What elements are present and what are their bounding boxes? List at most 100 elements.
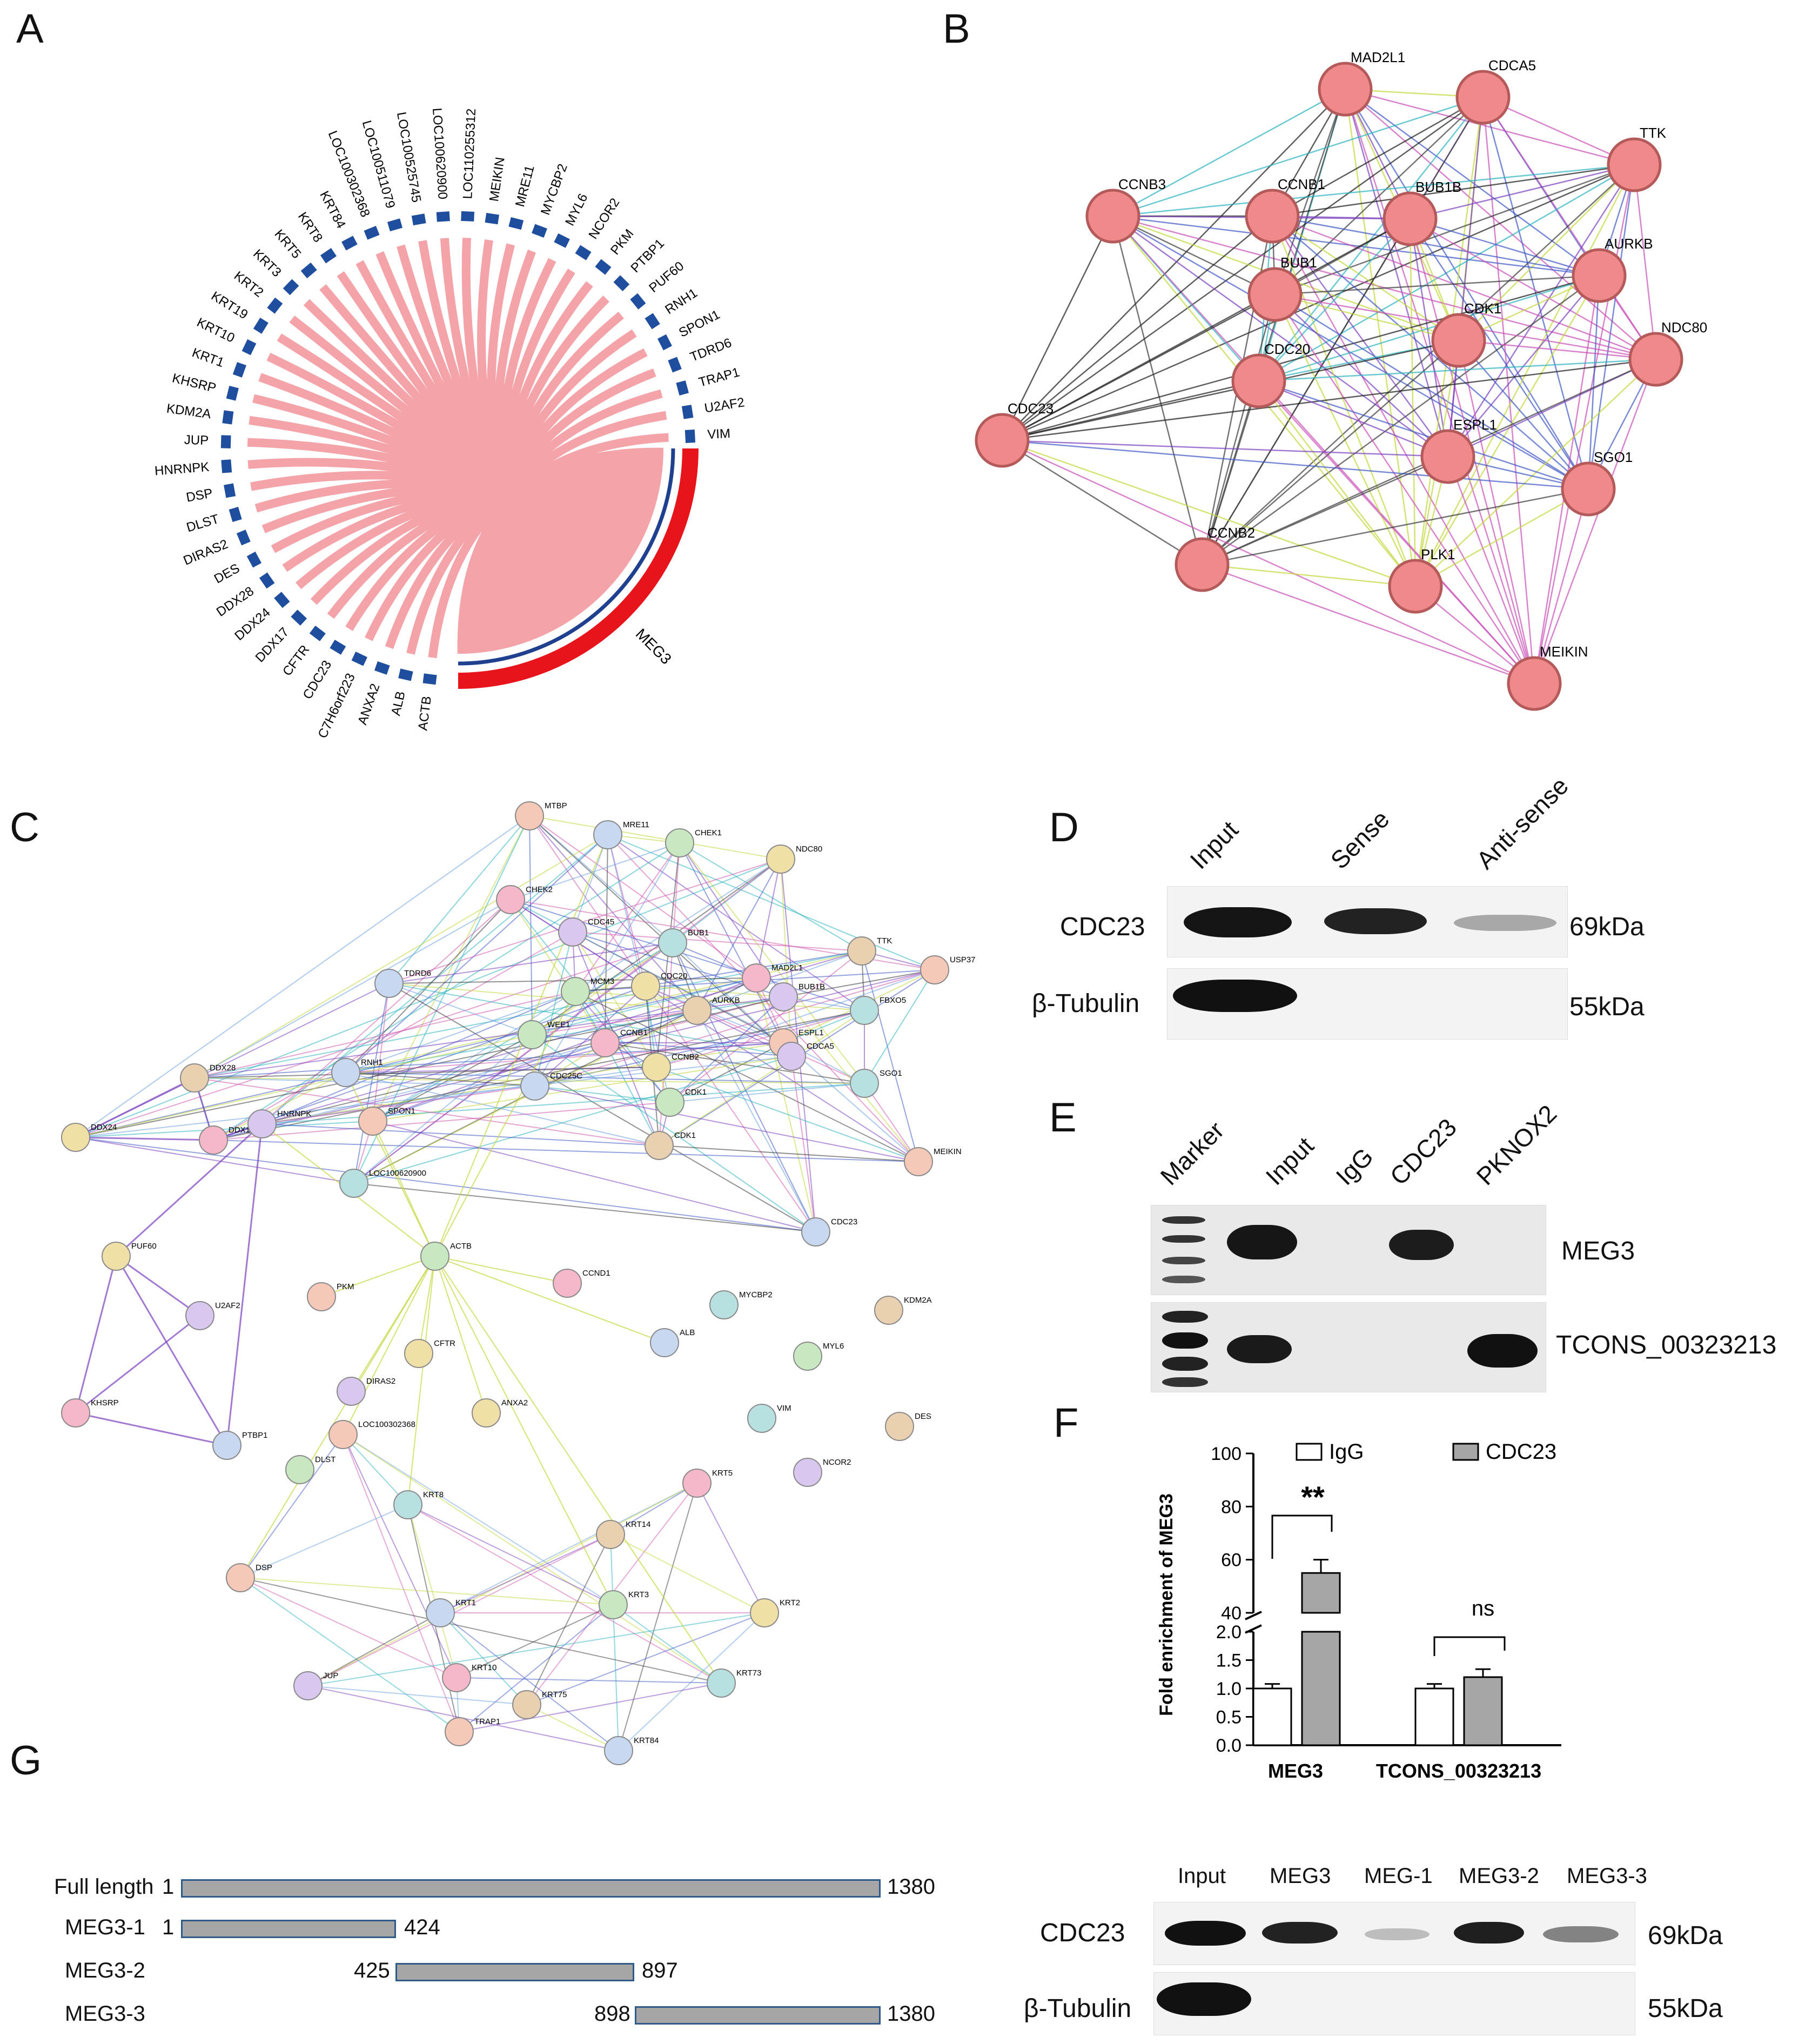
node-chek1[interactable] bbox=[665, 828, 694, 857]
node-cdc25c[interactable] bbox=[520, 1071, 549, 1101]
node-ddx17[interactable] bbox=[199, 1125, 228, 1155]
node-u2af2[interactable] bbox=[185, 1301, 214, 1330]
gene-segment bbox=[668, 357, 682, 373]
node-pkm[interactable] bbox=[307, 1282, 336, 1311]
node-kdm2a[interactable] bbox=[874, 1296, 903, 1325]
legend-igg-label: IgG bbox=[1329, 1440, 1364, 1464]
node-ccnb1[interactable] bbox=[1245, 189, 1300, 244]
edge bbox=[618, 1612, 765, 1751]
node-wee1[interactable] bbox=[518, 1020, 547, 1049]
edge bbox=[1002, 293, 1276, 441]
node-cdc20[interactable] bbox=[631, 971, 660, 1001]
node-ccnb3[interactable] bbox=[1085, 189, 1140, 244]
node-cdc20[interactable] bbox=[1231, 353, 1286, 408]
node-bub1[interactable] bbox=[658, 928, 687, 957]
node-usp37[interactable] bbox=[920, 955, 949, 984]
edge bbox=[1002, 439, 1416, 587]
node-espl1[interactable] bbox=[1420, 429, 1475, 484]
node-mre11[interactable] bbox=[593, 820, 622, 849]
node-ccnd1[interactable] bbox=[553, 1269, 582, 1298]
node-mad2l1[interactable] bbox=[1318, 62, 1373, 117]
node-alb[interactable] bbox=[650, 1328, 679, 1357]
edge bbox=[75, 815, 530, 1138]
construct-end: 1380 bbox=[887, 2002, 935, 2026]
node-ndc80[interactable] bbox=[1628, 332, 1683, 387]
node-cdc45[interactable] bbox=[558, 917, 587, 947]
node-fbxo5[interactable] bbox=[850, 996, 879, 1025]
node-cdc23[interactable] bbox=[975, 413, 1030, 468]
node-ddx28[interactable] bbox=[180, 1063, 209, 1093]
node-cdca5[interactable] bbox=[1455, 70, 1511, 125]
node-ttk[interactable] bbox=[847, 936, 876, 966]
node-krt10[interactable] bbox=[442, 1663, 471, 1692]
node-meikin[interactable] bbox=[1507, 656, 1562, 711]
node-label: MEIKIN bbox=[1540, 644, 1588, 660]
node-cdk1[interactable] bbox=[645, 1131, 674, 1160]
node-myl6[interactable] bbox=[793, 1342, 822, 1371]
node-sgo1[interactable] bbox=[850, 1069, 879, 1098]
node-anxa2[interactable] bbox=[472, 1398, 501, 1428]
node-krt5[interactable] bbox=[682, 1469, 712, 1498]
node-ccnb1[interactable] bbox=[590, 1028, 620, 1057]
edge bbox=[1274, 89, 1346, 295]
node-label: KRT14 bbox=[626, 1520, 650, 1529]
node-sgo1[interactable] bbox=[1561, 461, 1616, 517]
node-cdk1[interactable] bbox=[1431, 313, 1486, 368]
node-ccnb2[interactable] bbox=[1175, 537, 1230, 592]
node-diras2[interactable] bbox=[337, 1377, 366, 1406]
node-krt84[interactable] bbox=[604, 1736, 633, 1765]
node-cftr[interactable] bbox=[404, 1339, 433, 1368]
node-loc100620900[interactable] bbox=[339, 1169, 368, 1198]
edge bbox=[240, 1504, 408, 1578]
node-label: CDK1 bbox=[674, 1131, 696, 1140]
node-ncor2[interactable] bbox=[793, 1458, 822, 1487]
node-ttk[interactable] bbox=[1607, 137, 1662, 192]
node-mycbp2[interactable] bbox=[709, 1290, 739, 1319]
node-aurkb[interactable] bbox=[1572, 248, 1627, 303]
node-cdc23[interactable] bbox=[801, 1217, 830, 1246]
node-tdrd6[interactable] bbox=[374, 969, 404, 998]
node-label: PTBP1 bbox=[242, 1431, 268, 1440]
node-mad2l1[interactable] bbox=[742, 963, 771, 993]
node-mtbp[interactable] bbox=[515, 801, 544, 830]
node-dsp[interactable] bbox=[226, 1563, 255, 1592]
node-loc100302368[interactable] bbox=[328, 1420, 358, 1449]
node-ccnb2[interactable] bbox=[642, 1053, 671, 1082]
node-bub1[interactable] bbox=[1247, 267, 1303, 322]
node-krt14[interactable] bbox=[596, 1520, 625, 1549]
node-aurkb[interactable] bbox=[682, 996, 712, 1025]
node-bub1b[interactable] bbox=[769, 982, 798, 1011]
edge bbox=[1258, 164, 1635, 382]
node-cdk1[interactable] bbox=[655, 1088, 684, 1117]
node-chek2[interactable] bbox=[496, 885, 525, 914]
node-trap1[interactable] bbox=[445, 1717, 474, 1746]
node-meikin[interactable] bbox=[904, 1147, 933, 1176]
node-label: MRE11 bbox=[623, 820, 649, 829]
node-krt1[interactable] bbox=[426, 1598, 455, 1627]
node-krt8[interactable] bbox=[393, 1490, 422, 1519]
node-jup[interactable] bbox=[293, 1671, 323, 1700]
node-plk1[interactable] bbox=[1388, 559, 1443, 614]
edge bbox=[1274, 274, 1600, 296]
node-rnh1[interactable] bbox=[331, 1058, 360, 1087]
node-krt75[interactable] bbox=[512, 1690, 541, 1719]
node-mcm3[interactable] bbox=[561, 977, 590, 1006]
node-puf60[interactable] bbox=[102, 1242, 131, 1271]
node-krt73[interactable] bbox=[707, 1668, 736, 1698]
node-ptbp1[interactable] bbox=[212, 1431, 241, 1460]
node-cdca5[interactable] bbox=[777, 1042, 806, 1071]
node-actb[interactable] bbox=[420, 1242, 449, 1271]
gene-label: KRT10 bbox=[194, 315, 237, 346]
node-bub1b[interactable] bbox=[1383, 191, 1438, 246]
node-krt3[interactable] bbox=[599, 1590, 628, 1619]
node-dlst[interactable] bbox=[285, 1455, 314, 1484]
node-vim[interactable] bbox=[747, 1404, 776, 1433]
node-hnrnpk[interactable] bbox=[247, 1109, 277, 1138]
construct-end: 897 bbox=[642, 1959, 678, 1982]
node-ddx24[interactable] bbox=[61, 1123, 90, 1152]
node-krt2[interactable] bbox=[750, 1598, 779, 1627]
node-des[interactable] bbox=[885, 1412, 914, 1441]
node-spon1[interactable] bbox=[358, 1107, 387, 1136]
node-khsrp[interactable] bbox=[61, 1398, 90, 1428]
node-ndc80[interactable] bbox=[766, 845, 795, 874]
